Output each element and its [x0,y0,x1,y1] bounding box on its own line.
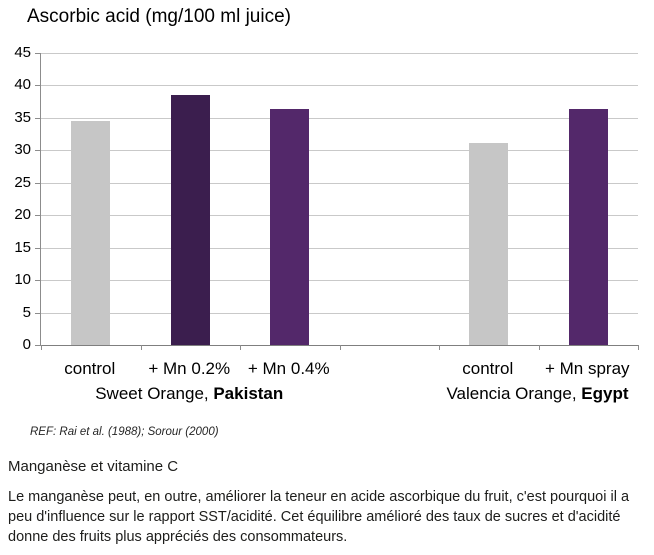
y-axis-tick [35,247,41,249]
y-axis-tick-label: 35 [14,108,31,126]
gridline [41,182,638,184]
group-label-prefix: Sweet Orange, [95,384,214,403]
gridline [41,247,638,249]
bar-control [71,121,111,345]
x-axis-tick [240,345,241,350]
x-axis-tick [638,345,639,350]
y-axis-tick [35,85,41,87]
y-axis-tick-label: 5 [22,303,31,321]
y-axis-tick-label: 40 [14,76,31,94]
y-axis-tick-label: 15 [14,238,31,256]
y-axis-tick-label: 20 [14,206,31,224]
bar-control [469,142,509,345]
x-axis-tick [41,345,42,350]
y-axis-tick [35,150,41,152]
y-axis-tick [35,312,41,314]
x-category-labels: control + Mn 0.2% + Mn 0.4% control + Mn spr… [40,359,637,379]
gridline [41,117,638,119]
gridline [41,150,638,152]
y-axis-tick [35,53,41,54]
plot-area [35,53,639,350]
y-axis-tick-label: 25 [14,173,31,191]
bar-mn-spray [568,109,608,345]
x-group-labels: Sweet Orange, Pakistan Valencia Orange, E… [40,384,637,404]
y-axis-tick-label: 0 [22,336,31,353]
y-axis-tick [35,345,41,346]
reference-note: REF: Rai et al. (1988); Sorour (2000) [30,426,219,438]
y-axis-tick [35,117,41,119]
x-category-label: control [64,359,116,378]
section-paragraph: Le manganèse peut, en outre, améliorer l… [8,489,630,545]
gridline [41,280,638,282]
bar-mn-0-4 [270,109,310,345]
gridline [41,312,638,314]
y-axis-tick-label: 30 [14,141,31,159]
chart-title: Ascorbic acid (mg/100 ml juice) [27,6,291,27]
x-group-label: Sweet Orange, Pakistan [40,384,339,404]
y-axis-tick-label: 10 [14,271,31,289]
bar-mn-0-2 [170,95,210,345]
x-axis-tick [339,345,341,350]
x-axis-tick [538,345,540,350]
group-label-prefix: Valencia Orange, [446,384,582,403]
x-axis-tick [140,345,142,350]
y-axis-tick [35,280,41,282]
x-group-label: Valencia Orange, Egypt [438,384,637,404]
x-category-label: + Mn spray [544,359,630,378]
group-label-region: Egypt [581,384,629,403]
x-category-label: control [462,359,514,378]
y-axis-tick [35,182,41,184]
gridline [41,53,638,54]
y-axis-tick-label: 45 [14,44,31,61]
x-category-label: + Mn 0.2% [148,359,231,378]
x-category-label: + Mn 0.4% [247,359,330,378]
group-label-region: Pakistan [213,384,284,403]
x-axis-tick [439,345,440,350]
section-heading: Manganèse et vitamine C [8,458,179,475]
y-axis-tick [35,215,41,217]
gridline [41,85,638,87]
gridline [41,215,638,217]
